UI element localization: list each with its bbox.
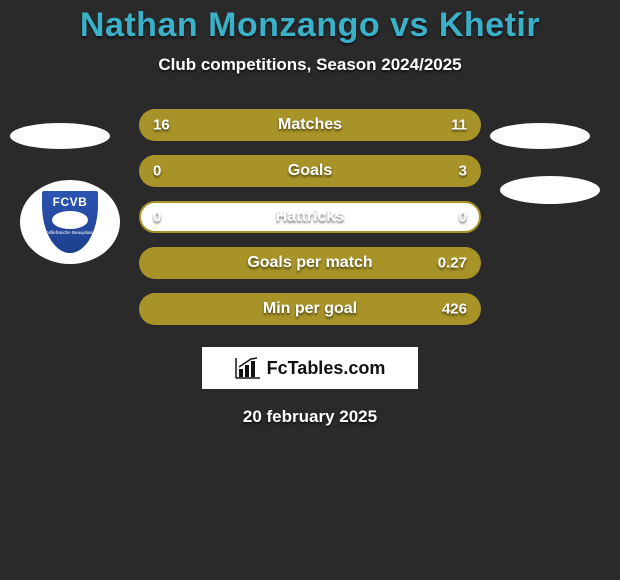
brand-label: FcTables.com bbox=[267, 358, 386, 379]
player-right-ellipse-2 bbox=[500, 176, 600, 204]
subtitle: Club competitions, Season 2024/2025 bbox=[0, 55, 620, 75]
stat-row: 426 Min per goal bbox=[139, 293, 481, 325]
bars-icon bbox=[235, 357, 261, 379]
stat-right-value: 0.27 bbox=[438, 255, 467, 272]
player-left-ellipse-1 bbox=[10, 123, 110, 149]
stat-right-value: 426 bbox=[442, 301, 467, 318]
stat-row: 16 11 Matches bbox=[139, 109, 481, 141]
stat-label: Min per goal bbox=[263, 300, 357, 318]
club-badge: FCVB Villefranche Beaujolais bbox=[20, 180, 120, 264]
page-title: Nathan Monzango vs Khetir bbox=[0, 0, 620, 45]
stat-label: Goals per match bbox=[247, 254, 372, 272]
stat-label: Matches bbox=[278, 116, 342, 134]
badge-sub-text: Villefranche Beaujolais bbox=[47, 231, 92, 236]
shield-icon: FCVB Villefranche Beaujolais bbox=[40, 189, 100, 255]
brand-box[interactable]: FcTables.com bbox=[202, 347, 418, 389]
badge-main-text: FCVB bbox=[53, 195, 88, 209]
stat-row: 0 3 Goals bbox=[139, 155, 481, 187]
stat-row: 0.27 Goals per match bbox=[139, 247, 481, 279]
stat-right-value: 0 bbox=[459, 209, 467, 226]
stat-right-value: 11 bbox=[451, 117, 467, 134]
stat-left-value: 0 bbox=[153, 209, 161, 226]
stat-label: Hattricks bbox=[276, 208, 344, 226]
stat-row: 0 0 Hattricks bbox=[139, 201, 481, 233]
stat-right-value: 3 bbox=[459, 163, 467, 180]
stat-label: Goals bbox=[288, 162, 332, 180]
player-right-ellipse-1 bbox=[490, 123, 590, 149]
date-label: 20 february 2025 bbox=[0, 407, 620, 427]
stat-left-value: 16 bbox=[153, 117, 170, 134]
stat-left-value: 0 bbox=[153, 163, 161, 180]
shield-oval-icon bbox=[52, 211, 88, 229]
